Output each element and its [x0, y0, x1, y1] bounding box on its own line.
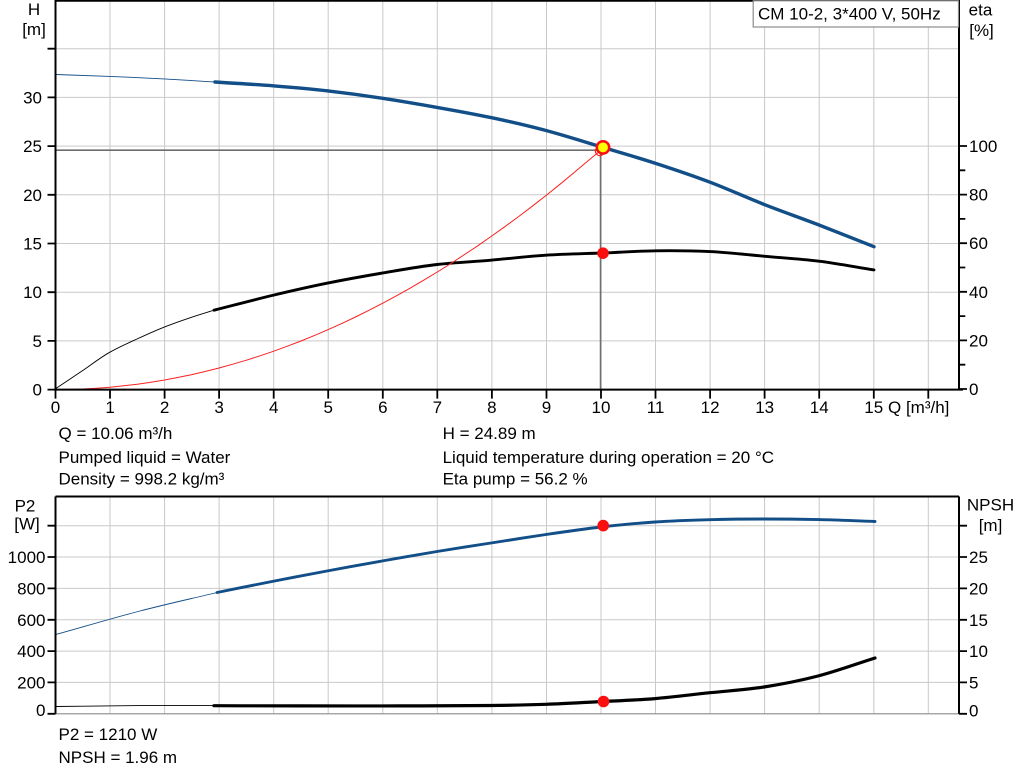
svg-text:9: 9 — [542, 398, 551, 417]
svg-text:20: 20 — [969, 331, 988, 350]
svg-text:600: 600 — [17, 611, 45, 630]
svg-text:20: 20 — [969, 579, 988, 598]
svg-text:60: 60 — [969, 234, 988, 253]
svg-text:1: 1 — [105, 398, 114, 417]
svg-text:12: 12 — [701, 398, 720, 417]
svg-text:15: 15 — [864, 398, 883, 417]
svg-text:0: 0 — [969, 380, 978, 399]
svg-text:H: H — [28, 0, 40, 19]
svg-text:14: 14 — [810, 398, 829, 417]
svg-text:100: 100 — [969, 137, 997, 156]
svg-text:0: 0 — [36, 701, 45, 720]
svg-text:200: 200 — [17, 673, 45, 692]
svg-text:[m]: [m] — [979, 516, 1003, 535]
svg-text:10: 10 — [23, 283, 42, 302]
svg-text:4: 4 — [269, 398, 278, 417]
svg-text:P2 = 1210 W: P2 = 1210 W — [59, 725, 158, 744]
svg-text:P2: P2 — [15, 497, 36, 516]
svg-text:Liquid temperature during oper: Liquid temperature during operation = 20… — [443, 448, 774, 467]
svg-text:CM 10-2, 3*400 V, 50Hz: CM 10-2, 3*400 V, 50Hz — [758, 5, 941, 24]
svg-text:400: 400 — [17, 642, 45, 661]
svg-text:1000: 1000 — [8, 548, 46, 567]
svg-text:25: 25 — [969, 548, 988, 567]
svg-text:0: 0 — [969, 702, 978, 721]
svg-text:NPSH: NPSH — [967, 496, 1014, 515]
svg-text:30: 30 — [23, 88, 42, 107]
svg-text:13: 13 — [755, 398, 774, 417]
svg-text:Eta pump = 56.2 %: Eta pump = 56.2 % — [443, 470, 588, 489]
svg-text:10: 10 — [969, 642, 988, 661]
svg-text:6: 6 — [378, 398, 387, 417]
svg-text:11: 11 — [647, 398, 665, 417]
svg-text:3: 3 — [214, 398, 223, 417]
svg-text:15: 15 — [23, 235, 42, 254]
svg-text:2: 2 — [160, 398, 169, 417]
svg-text:7: 7 — [433, 398, 442, 417]
svg-text:20: 20 — [23, 186, 42, 205]
svg-text:0: 0 — [33, 381, 42, 400]
svg-text:[W]: [W] — [14, 515, 40, 534]
svg-text:Density = 998.2 kg/m³: Density = 998.2 kg/m³ — [59, 470, 225, 489]
svg-text:Pumped liquid = Water: Pumped liquid = Water — [59, 448, 231, 467]
svg-text:10: 10 — [592, 398, 611, 417]
svg-text:Q = 10.06 m³/h: Q = 10.06 m³/h — [59, 424, 173, 443]
svg-text:40: 40 — [969, 283, 988, 302]
svg-text:eta: eta — [969, 1, 993, 20]
svg-text:8: 8 — [487, 398, 496, 417]
svg-text:5: 5 — [33, 332, 42, 351]
svg-text:5: 5 — [969, 673, 978, 692]
svg-text:H = 24.89 m: H = 24.89 m — [443, 424, 536, 443]
svg-text:[%]: [%] — [969, 21, 994, 40]
svg-text:[m]: [m] — [22, 20, 46, 39]
svg-text:NPSH = 1.96 m: NPSH = 1.96 m — [59, 748, 178, 767]
svg-text:5: 5 — [324, 398, 333, 417]
svg-text:80: 80 — [969, 186, 988, 205]
svg-text:800: 800 — [17, 579, 45, 598]
svg-text:15: 15 — [969, 611, 988, 630]
svg-text:0: 0 — [51, 398, 60, 417]
svg-text:25: 25 — [23, 137, 42, 156]
svg-text:Q [m³/h]: Q [m³/h] — [888, 398, 949, 417]
